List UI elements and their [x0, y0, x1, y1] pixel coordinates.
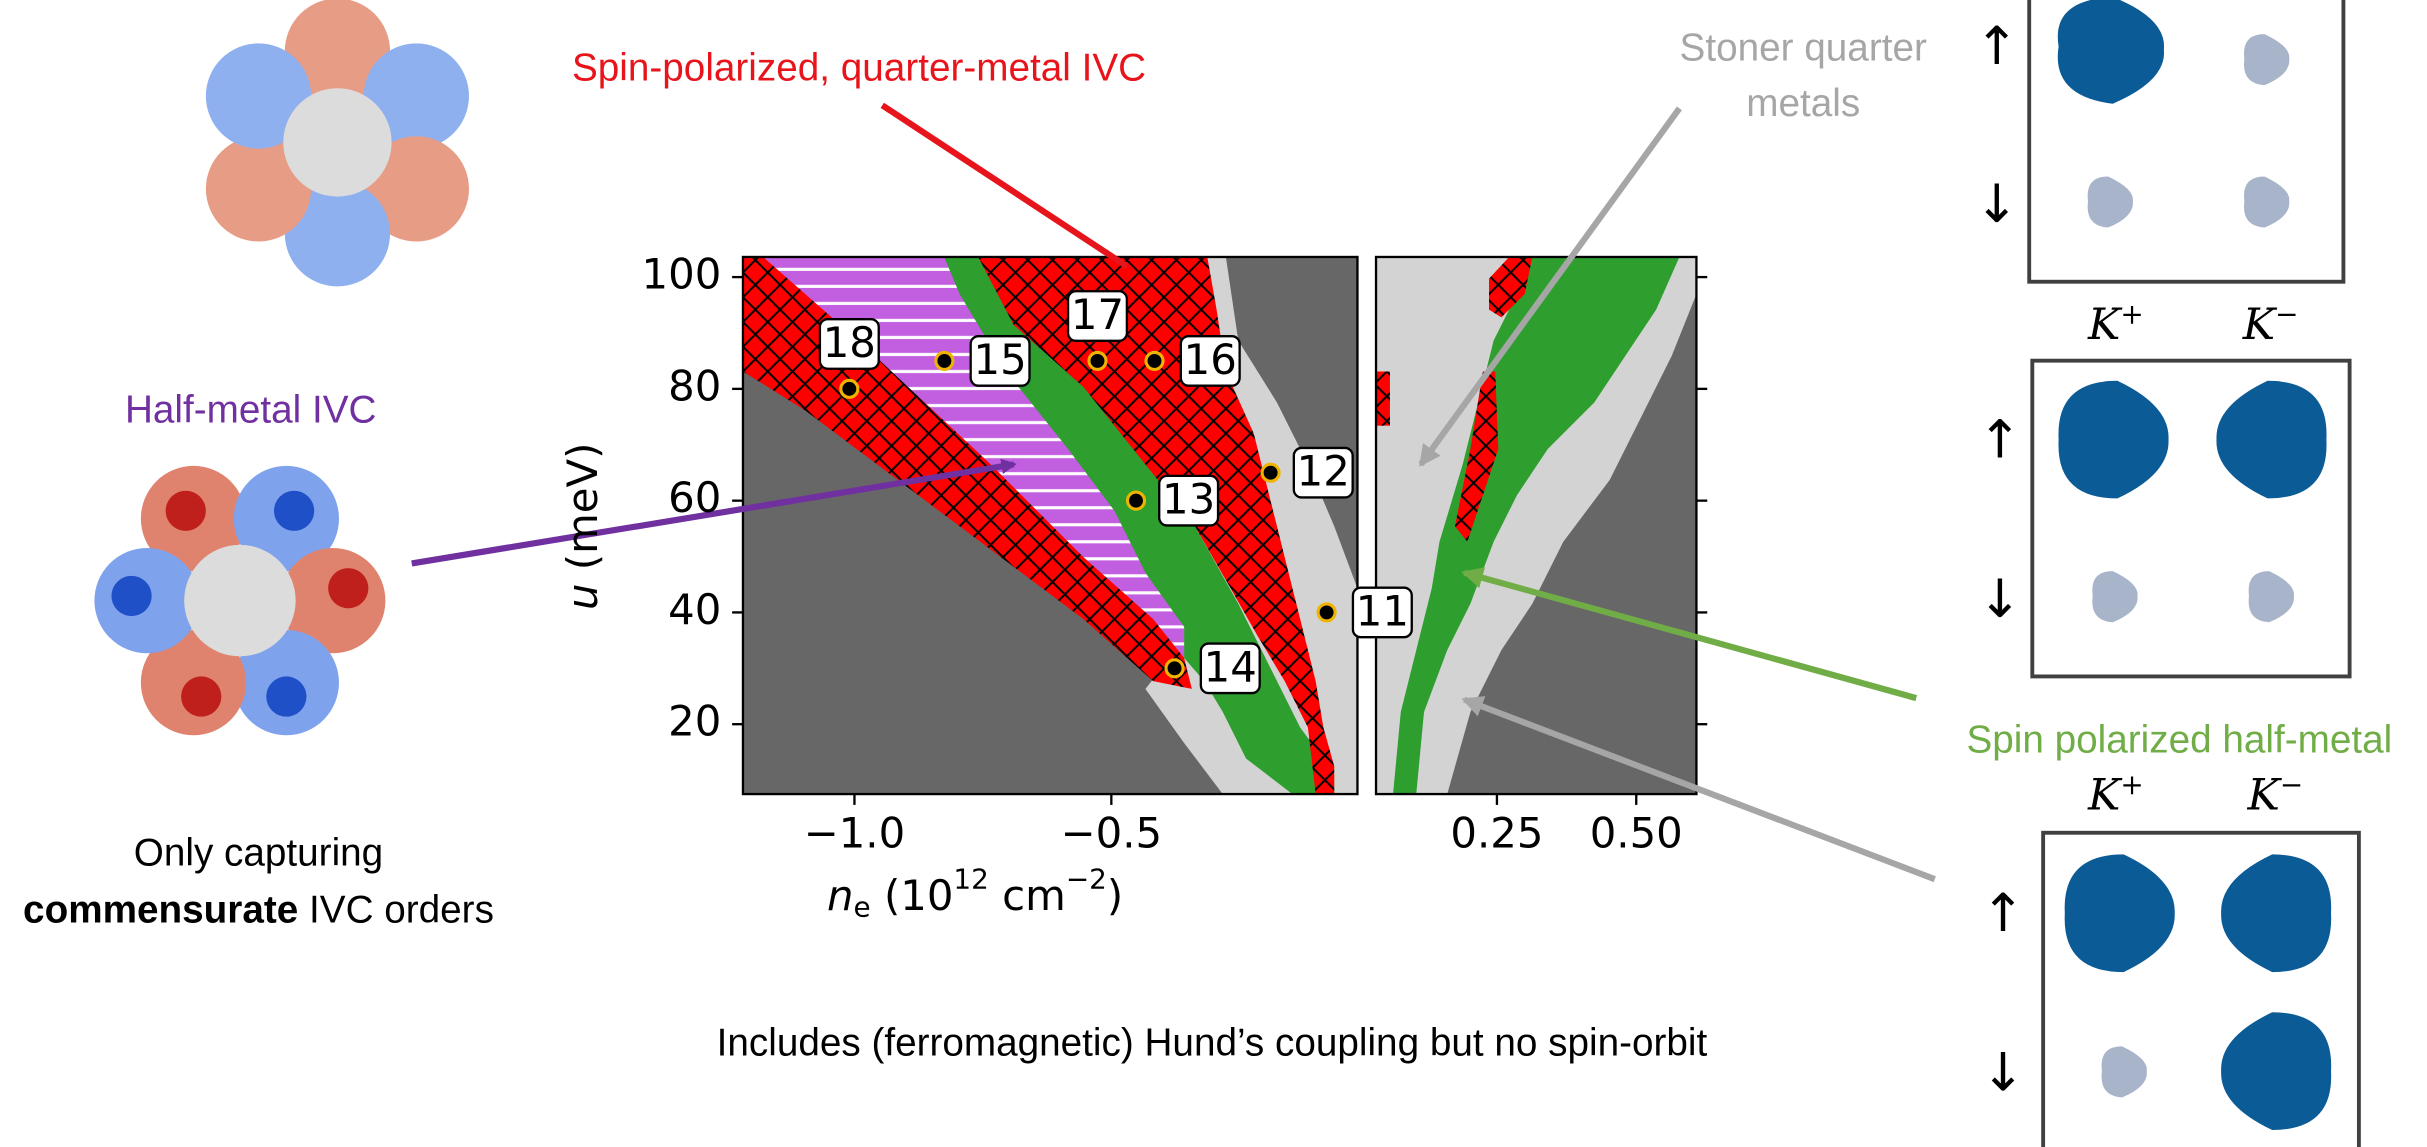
spin-up: ↑ — [1978, 409, 2022, 470]
spin-down: ↓ — [1981, 1042, 2025, 1103]
y-tick-label: 20 — [668, 697, 721, 746]
ivc-image-half-metal — [94, 465, 386, 736]
annotation: Spin-polarized, quarter-metal IVC — [572, 47, 1146, 90]
valley-label: K− — [2242, 298, 2299, 350]
x-label-part: n — [827, 870, 853, 919]
valley-label: K+ — [2087, 298, 2144, 350]
valley-base: K — [2087, 771, 2123, 821]
point-label: 17 — [1066, 290, 1129, 342]
label-box — [1292, 446, 1354, 499]
caption: Only capturing — [134, 831, 383, 874]
x-label-part: e — [854, 891, 871, 924]
valley-sup: + — [2120, 768, 2143, 801]
point — [1087, 350, 1108, 371]
valley-base: K — [2087, 300, 2123, 350]
label-box — [1351, 586, 1413, 639]
arrow — [1461, 567, 1918, 702]
point-label: 14 — [1199, 642, 1261, 695]
y-label-part: u — [558, 583, 607, 609]
point — [839, 378, 860, 399]
point-label: 18 — [818, 318, 880, 370]
label-box — [818, 318, 880, 370]
label-box — [1199, 642, 1261, 695]
point-label-text: 12 — [1297, 447, 1350, 496]
valley-sup: + — [2120, 298, 2143, 331]
x-label-part: ) — [1107, 870, 1123, 919]
y-tick-label: 40 — [668, 585, 721, 634]
x-label-part: 12 — [953, 863, 988, 896]
label-box — [1158, 474, 1220, 527]
x-tick-label: 0.25 — [1450, 808, 1543, 857]
point-label-text: 16 — [1184, 335, 1237, 384]
point-label-text: 18 — [823, 318, 876, 367]
point — [1144, 350, 1165, 371]
spin-down: ↓ — [1975, 174, 2019, 235]
valley-label: K− — [2246, 768, 2303, 820]
point-label-text: 11 — [1356, 586, 1409, 635]
caption-text: IVC orders — [298, 889, 494, 932]
spin-down: ↓ — [1978, 569, 2022, 630]
x-label-part: cm — [989, 870, 1066, 919]
point-label: 15 — [969, 334, 1031, 387]
spin-up: ↑ — [1975, 16, 2019, 77]
label-box — [1179, 334, 1241, 387]
spin-up: ↑ — [1981, 883, 2025, 944]
point-label: 12 — [1292, 446, 1354, 499]
point-label-text: 14 — [1204, 642, 1257, 691]
label-box — [1066, 290, 1129, 342]
valley-base: K — [2242, 300, 2278, 350]
annotation: metals — [1746, 82, 1860, 125]
ivc-image-commensurate — [205, 0, 469, 287]
point-label-text: 17 — [1071, 290, 1124, 339]
x-tick-label: −0.5 — [1061, 808, 1162, 857]
spin-valley-panels: ↑ ↓ K+ K− ↑ ↓ K+ K− ↑ ↓ — [1975, 0, 2361, 1147]
point — [1316, 602, 1337, 623]
annotation: Spin polarized half-metal — [1966, 718, 2392, 761]
y-tick-label: 100 — [642, 250, 722, 299]
point-label: 13 — [1158, 474, 1220, 527]
caption: commensurate IVC orders — [23, 889, 494, 932]
annotation: Stoner quarter — [1680, 26, 1927, 69]
y-axis-label: u (meV) — [558, 443, 607, 610]
x-axis-label: ne (1012 cm−2) — [827, 863, 1123, 924]
valley-label: K+ — [2087, 768, 2144, 820]
x-tick-label: −1.0 — [804, 808, 905, 857]
arrow — [1461, 696, 1936, 883]
y-tick-label: 80 — [668, 361, 721, 410]
point-label: 11 — [1351, 586, 1413, 639]
arrow — [880, 102, 1129, 269]
point-label: 16 — [1179, 334, 1241, 387]
label-box — [969, 334, 1031, 387]
arrow — [1418, 106, 1682, 467]
valley-sup: − — [2280, 768, 2303, 801]
valley-base: K — [2246, 771, 2282, 821]
footer: Includes (ferromagnetic) Hund’s coupling… — [717, 1022, 1708, 1065]
point — [1164, 658, 1185, 679]
point — [1125, 490, 1147, 511]
point — [1260, 462, 1281, 483]
x-label-part: (10 — [871, 870, 954, 919]
point-label-text: 13 — [1162, 475, 1215, 524]
arrow — [411, 458, 1017, 567]
x-label-part: −2 — [1066, 863, 1107, 896]
point-label-text: 15 — [973, 335, 1026, 384]
y-tick-label: 60 — [668, 473, 721, 522]
annotation: Half-metal IVC — [125, 389, 377, 432]
valley-sup: − — [2275, 298, 2298, 331]
x-tick-label: 0.50 — [1590, 808, 1683, 857]
y-label-part: (meV) — [558, 443, 607, 584]
caption-emphasis: commensurate — [23, 889, 298, 932]
point — [934, 350, 955, 371]
